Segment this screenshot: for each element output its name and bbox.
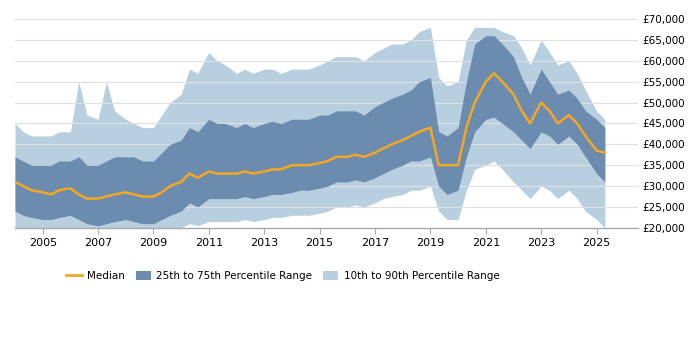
Legend: Median, 25th to 75th Percentile Range, 10th to 90th Percentile Range: Median, 25th to 75th Percentile Range, 1… <box>62 267 503 285</box>
